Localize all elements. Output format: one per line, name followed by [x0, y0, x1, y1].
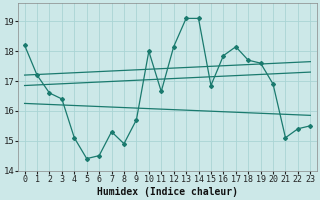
X-axis label: Humidex (Indice chaleur): Humidex (Indice chaleur)	[97, 186, 238, 197]
